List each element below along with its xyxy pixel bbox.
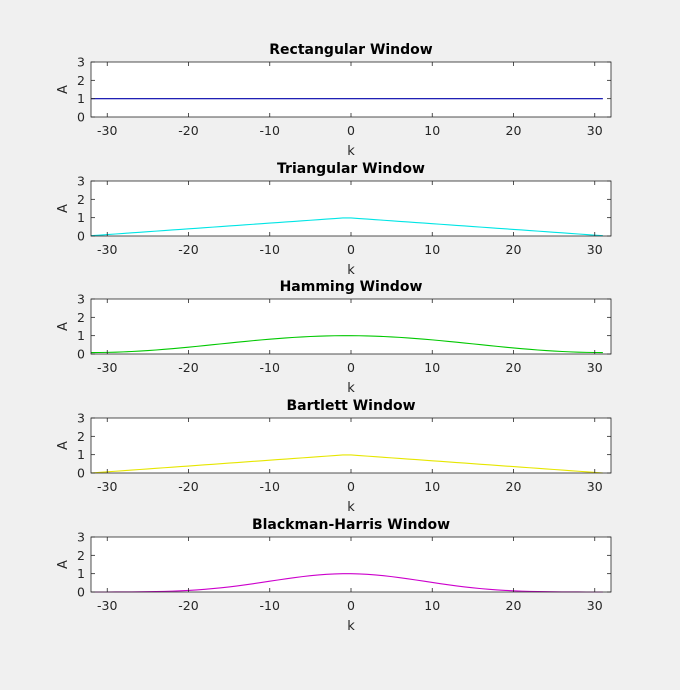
y-tick-label: 1 <box>77 210 85 225</box>
x-tick-label: -20 <box>178 360 198 375</box>
x-tick-label: -10 <box>260 123 280 138</box>
series-line <box>91 573 603 593</box>
x-tick-label: 10 <box>424 479 440 494</box>
y-axis-label: A <box>56 85 71 94</box>
x-tick-label: 10 <box>424 598 440 613</box>
x-tick-label: -30 <box>97 123 117 138</box>
y-tick-label: 1 <box>77 91 85 106</box>
x-tick-label: 0 <box>347 479 355 494</box>
x-tick-label: 30 <box>587 242 603 257</box>
y-tick-label: 0 <box>77 347 85 362</box>
y-tick-label: 3 <box>77 174 85 189</box>
x-tick-label: -30 <box>97 360 117 375</box>
y-tick-label: 2 <box>77 192 85 207</box>
x-tick-label: 0 <box>347 123 355 138</box>
plot-area <box>91 299 611 354</box>
plot-area <box>91 181 611 236</box>
y-tick-label: 2 <box>77 73 85 88</box>
y-tick-label: 2 <box>77 310 85 325</box>
x-tick-label: -30 <box>97 598 117 613</box>
x-axis-label: k <box>347 263 355 278</box>
plot-area <box>91 537 611 592</box>
x-tick-label: 0 <box>347 360 355 375</box>
x-tick-label: 20 <box>506 123 522 138</box>
subplot-5: -30 -20 -10 0 10 20 30 0 1 2 3 Blackman-Harris Wind… <box>56 517 612 634</box>
subplot-1: -30 -20 -10 0 10 20 30 0 1 2 3 Rectangular Window k A <box>56 42 612 159</box>
y-axis-label: A <box>56 441 71 450</box>
x-tick-label: 20 <box>506 360 522 375</box>
y-axis-label: A <box>56 322 71 331</box>
x-tick-label: 0 <box>347 242 355 257</box>
series-line <box>90 335 603 354</box>
y-tick-label: 3 <box>77 411 85 426</box>
subplot-title: Triangular Window <box>277 161 425 177</box>
x-tick-label: 20 <box>506 242 522 257</box>
x-tick-label: 0 <box>347 598 355 613</box>
x-tick-label: 30 <box>587 360 603 375</box>
x-tick-label: -20 <box>178 123 198 138</box>
y-tick-label: 1 <box>77 566 85 581</box>
y-axis-label: A <box>56 204 71 213</box>
y-axis-label: A <box>56 560 71 569</box>
subplot-title: Blackman-Harris Window <box>252 517 450 533</box>
y-tick-label: 0 <box>77 229 85 244</box>
x-tick-label: 30 <box>587 598 603 613</box>
subplot-2: -30 -20 -10 0 10 20 30 0 1 2 3 Triangular Window k A <box>56 161 612 278</box>
y-tick-label: 3 <box>77 55 85 70</box>
subplot-3: -30 -20 -10 0 10 20 30 0 1 2 3 Hamming Window k A <box>56 279 612 396</box>
y-tick-label: 1 <box>77 447 85 462</box>
subplot-title: Hamming Window <box>280 279 423 295</box>
x-tick-label: 10 <box>424 123 440 138</box>
x-tick-label: -30 <box>97 479 117 494</box>
x-axis-label: k <box>347 381 355 396</box>
y-tick-label: 0 <box>77 466 85 481</box>
x-tick-label: 10 <box>424 360 440 375</box>
y-tick-label: 2 <box>77 548 85 563</box>
x-axis-label: k <box>347 144 355 159</box>
x-tick-label: -20 <box>178 242 198 257</box>
series-line <box>90 454 603 474</box>
subplot-title: Bartlett Window <box>286 398 415 414</box>
subplot-4: -30 -20 -10 0 10 20 30 0 1 2 3 Bartlett Window k A <box>56 398 612 515</box>
x-axis-label: k <box>347 500 355 515</box>
plot-area <box>91 62 611 117</box>
x-tick-label: 20 <box>506 479 522 494</box>
y-tick-label: 1 <box>77 328 85 343</box>
x-tick-label: 10 <box>424 242 440 257</box>
y-tick-label: 3 <box>77 530 85 545</box>
x-tick-label: 30 <box>587 479 603 494</box>
x-tick-label: -10 <box>260 360 280 375</box>
y-tick-label: 0 <box>77 585 85 600</box>
x-tick-label: -10 <box>260 242 280 257</box>
x-tick-label: -10 <box>260 479 280 494</box>
x-tick-label: -30 <box>97 242 117 257</box>
x-tick-label: -20 <box>178 598 198 613</box>
x-tick-label: -10 <box>260 598 280 613</box>
x-tick-label: 20 <box>506 598 522 613</box>
y-tick-label: 0 <box>77 110 85 125</box>
x-tick-label: -20 <box>178 479 198 494</box>
y-tick-label: 3 <box>77 292 85 307</box>
x-tick-label: 30 <box>587 123 603 138</box>
y-tick-label: 2 <box>77 429 85 444</box>
x-axis-label: k <box>347 619 355 634</box>
plot-area <box>91 418 611 473</box>
subplot-title: Rectangular Window <box>269 42 433 58</box>
series-line <box>90 217 603 237</box>
